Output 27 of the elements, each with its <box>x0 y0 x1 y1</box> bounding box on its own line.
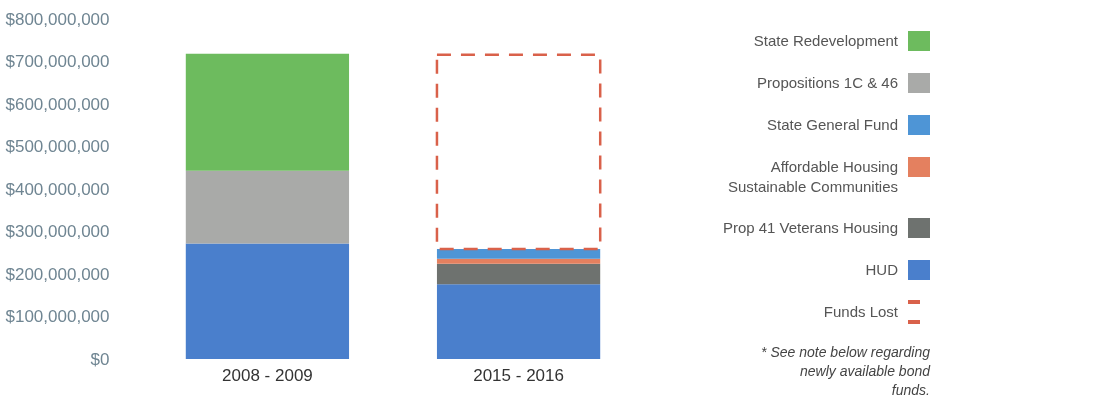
legend-label: Propositions 1C & 46 <box>757 74 898 91</box>
y-tick-label: $0 <box>90 349 110 369</box>
text: * See note below regarding newly available bond funds. <box>761 344 932 398</box>
bar <box>436 284 601 359</box>
bar <box>435 53 602 251</box>
bar <box>436 263 601 285</box>
y-tick-label: $300,000,000 <box>5 222 110 241</box>
y-tick-label: $600,000,000 <box>5 94 110 114</box>
legend-label: Funds Lost <box>823 303 899 320</box>
y-tick-label: $500,000,000 <box>5 137 110 156</box>
y-tick-label: $700,000,000 <box>5 52 110 71</box>
legend-label: HUD <box>865 261 899 278</box>
bar <box>185 53 350 171</box>
y-tick-label: $100,000,000 <box>5 307 110 326</box>
legend-label: Affordable Housing Sustainable Communities <box>727 158 898 195</box>
bar <box>185 170 350 244</box>
bar <box>436 258 601 264</box>
legend-label: State General Fund <box>767 116 898 133</box>
bar <box>436 248 601 259</box>
x-tick-label: 2008 - 2009 <box>222 365 313 385</box>
legend-label: State Redevelopment <box>753 32 899 49</box>
y-tick-label: $800,000,000 <box>5 9 110 29</box>
y-tick-label: $200,000,000 <box>5 264 110 284</box>
y-tick-label: $400,000,000 <box>5 179 110 199</box>
x-tick-label: 2015 - 2016 <box>473 365 564 385</box>
legend-label: Prop 41 Veterans Housing <box>722 219 898 236</box>
bar <box>185 243 350 359</box>
